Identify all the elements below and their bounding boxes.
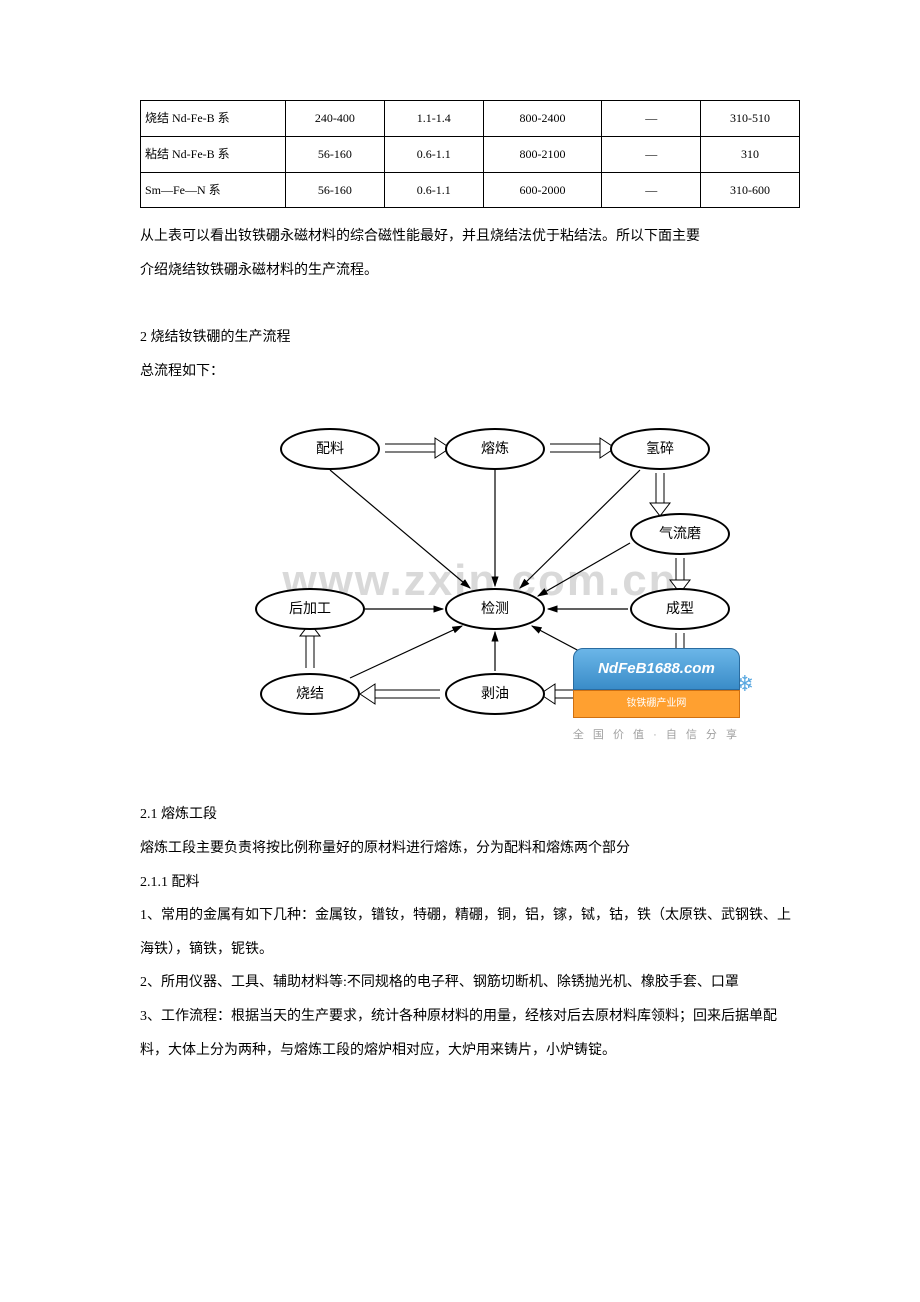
cell: 烧结 Nd-Fe-B 系 bbox=[141, 101, 286, 137]
section-2-sub: 总流程如下： bbox=[140, 355, 800, 389]
badge-slogan: 全 国 价 值 · 自 信 分 享 bbox=[573, 722, 740, 748]
cell: 310 bbox=[701, 136, 800, 172]
section-2-1-text: 熔炼工段主要负责将按比例称量好的原材料进行熔炼，分为配料和熔炼两个部分 bbox=[140, 832, 800, 866]
cell: 0.6-1.1 bbox=[384, 136, 483, 172]
intro-paragraph-line1: 从上表可以看出钕铁硼永磁材料的综合磁性能最好，并且烧结法优于粘结法。所以下面主要 bbox=[140, 220, 800, 254]
cell: 1.1-1.4 bbox=[384, 101, 483, 137]
section-2-1-1-p2: 2、所用仪器、工具、辅助材料等:不同规格的电子秤、钢筋切断机、除锈抛光机、橡胶手… bbox=[140, 966, 800, 1000]
cell: 56-160 bbox=[285, 172, 384, 208]
cell: 310-510 bbox=[701, 101, 800, 137]
cell: 800-2100 bbox=[483, 136, 602, 172]
cell: 56-160 bbox=[285, 136, 384, 172]
process-flowchart: www.zxin.com.cn bbox=[200, 398, 760, 778]
section-2-1-1-p1: 1、常用的金属有如下几种：金属钕，镨钕，特硼，精硼，铜，铝，镓，铽，钴，铁（太原… bbox=[140, 899, 800, 966]
section-2-1-title: 2.1 熔炼工段 bbox=[140, 798, 800, 832]
table-row: 烧结 Nd-Fe-B 系 240-400 1.1-1.4 800-2400 — … bbox=[141, 101, 800, 137]
cell: 0.6-1.1 bbox=[384, 172, 483, 208]
cell: 310-600 bbox=[701, 172, 800, 208]
section-2-1-1-title: 2.1.1 配料 bbox=[140, 866, 800, 900]
cell: Sm—Fe—N 系 bbox=[141, 172, 286, 208]
cell: — bbox=[602, 136, 701, 172]
source-badge: NdFeB1688.com 钕铁硼产业网 全 国 价 值 · 自 信 分 享 bbox=[573, 648, 740, 748]
section-2-title: 2 烧结钕铁硼的生产流程 bbox=[140, 321, 800, 355]
badge-site-name: 钕铁硼产业网 bbox=[573, 690, 740, 718]
table-row: Sm—Fe—N 系 56-160 0.6-1.1 600-2000 — 310-… bbox=[141, 172, 800, 208]
cell: 粘结 Nd-Fe-B 系 bbox=[141, 136, 286, 172]
section-2-1-1-p3: 3、工作流程：根据当天的生产要求，统计各种原材料的用量，经核对后去原材料库领料；… bbox=[140, 1000, 800, 1067]
cell: 800-2400 bbox=[483, 101, 602, 137]
intro-paragraph-line2: 介绍烧结钕铁硼永磁材料的生产流程。 bbox=[140, 254, 800, 288]
cell: 600-2000 bbox=[483, 172, 602, 208]
materials-table: 烧结 Nd-Fe-B 系 240-400 1.1-1.4 800-2400 — … bbox=[140, 100, 800, 208]
table-row: 粘结 Nd-Fe-B 系 56-160 0.6-1.1 800-2100 — 3… bbox=[141, 136, 800, 172]
cell: — bbox=[602, 172, 701, 208]
badge-url: NdFeB1688.com bbox=[573, 648, 740, 690]
cell: 240-400 bbox=[285, 101, 384, 137]
cell: — bbox=[602, 101, 701, 137]
